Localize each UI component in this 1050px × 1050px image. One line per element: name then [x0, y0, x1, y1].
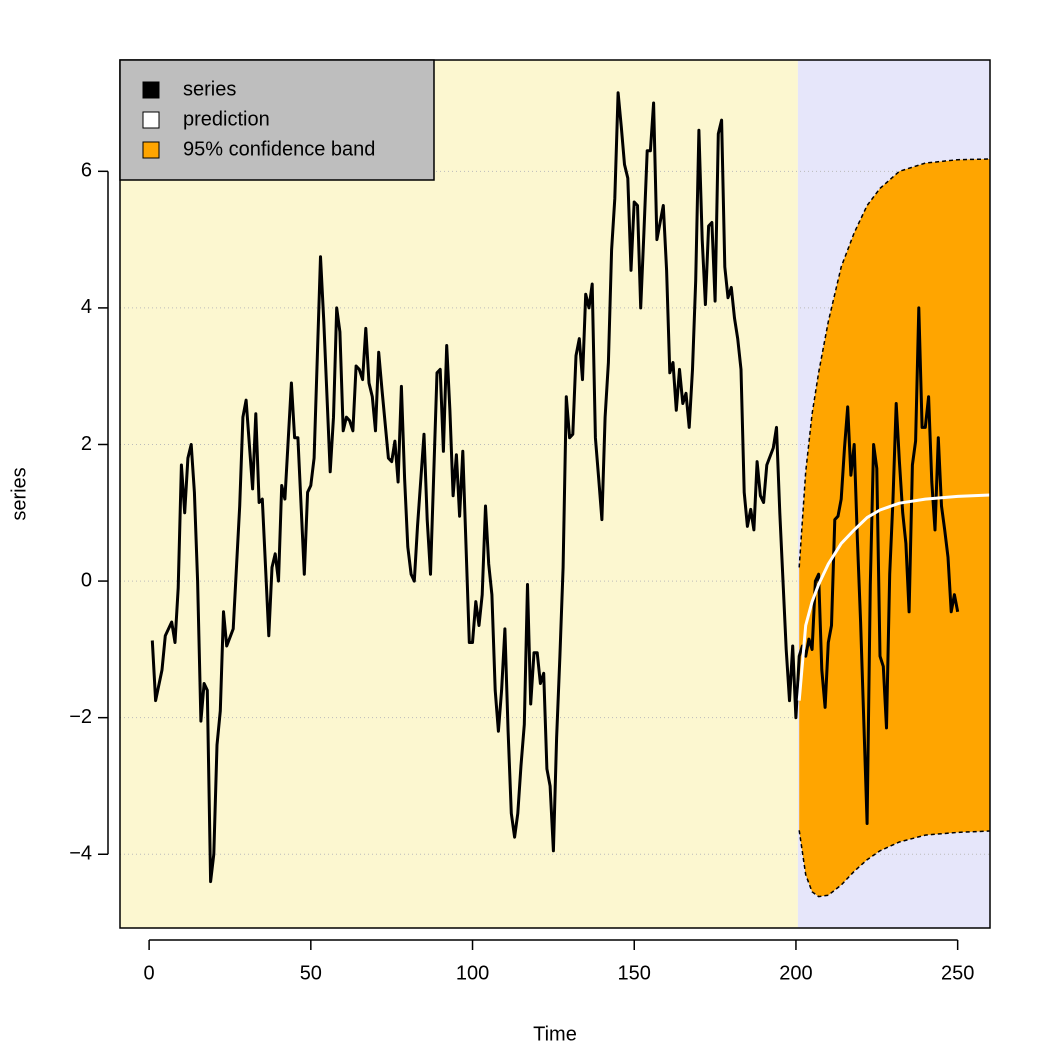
- series-line: [150, 91, 960, 884]
- plot-border: [119, 59, 991, 929]
- legend: series prediction 95% confidence band: [119, 59, 435, 181]
- band-lower-line: [798, 830, 991, 898]
- y-axis-label: series: [8, 467, 30, 520]
- prediction-line: [797, 493, 991, 701]
- x-tick-label: 0: [144, 962, 155, 984]
- legend-box: [119, 59, 435, 181]
- legend-label: series: [183, 78, 236, 100]
- x-tick-label: 250: [941, 962, 974, 984]
- y-tick-label: 0: [81, 569, 92, 591]
- y-tick-label: 2: [81, 433, 92, 455]
- y-tick-label: 6: [81, 160, 92, 182]
- legend-swatch: [142, 81, 160, 99]
- x-tick-label: 100: [456, 962, 489, 984]
- x-tick-label: 50: [300, 962, 322, 984]
- x-tick-label: 200: [779, 962, 812, 984]
- y-tick-label: −4: [69, 843, 92, 865]
- x-tick-label: 150: [618, 962, 651, 984]
- legend-swatch: [142, 141, 160, 159]
- legend-swatch: [142, 111, 160, 129]
- y-tick-label: −2: [69, 706, 92, 728]
- confidence-band: [799, 159, 990, 897]
- legend-label: 95% confidence band: [183, 138, 375, 160]
- legend-label: prediction: [183, 108, 270, 130]
- x-axis-label: Time: [533, 1023, 577, 1045]
- y-tick-label: 4: [81, 296, 92, 318]
- band-upper-line: [798, 158, 991, 568]
